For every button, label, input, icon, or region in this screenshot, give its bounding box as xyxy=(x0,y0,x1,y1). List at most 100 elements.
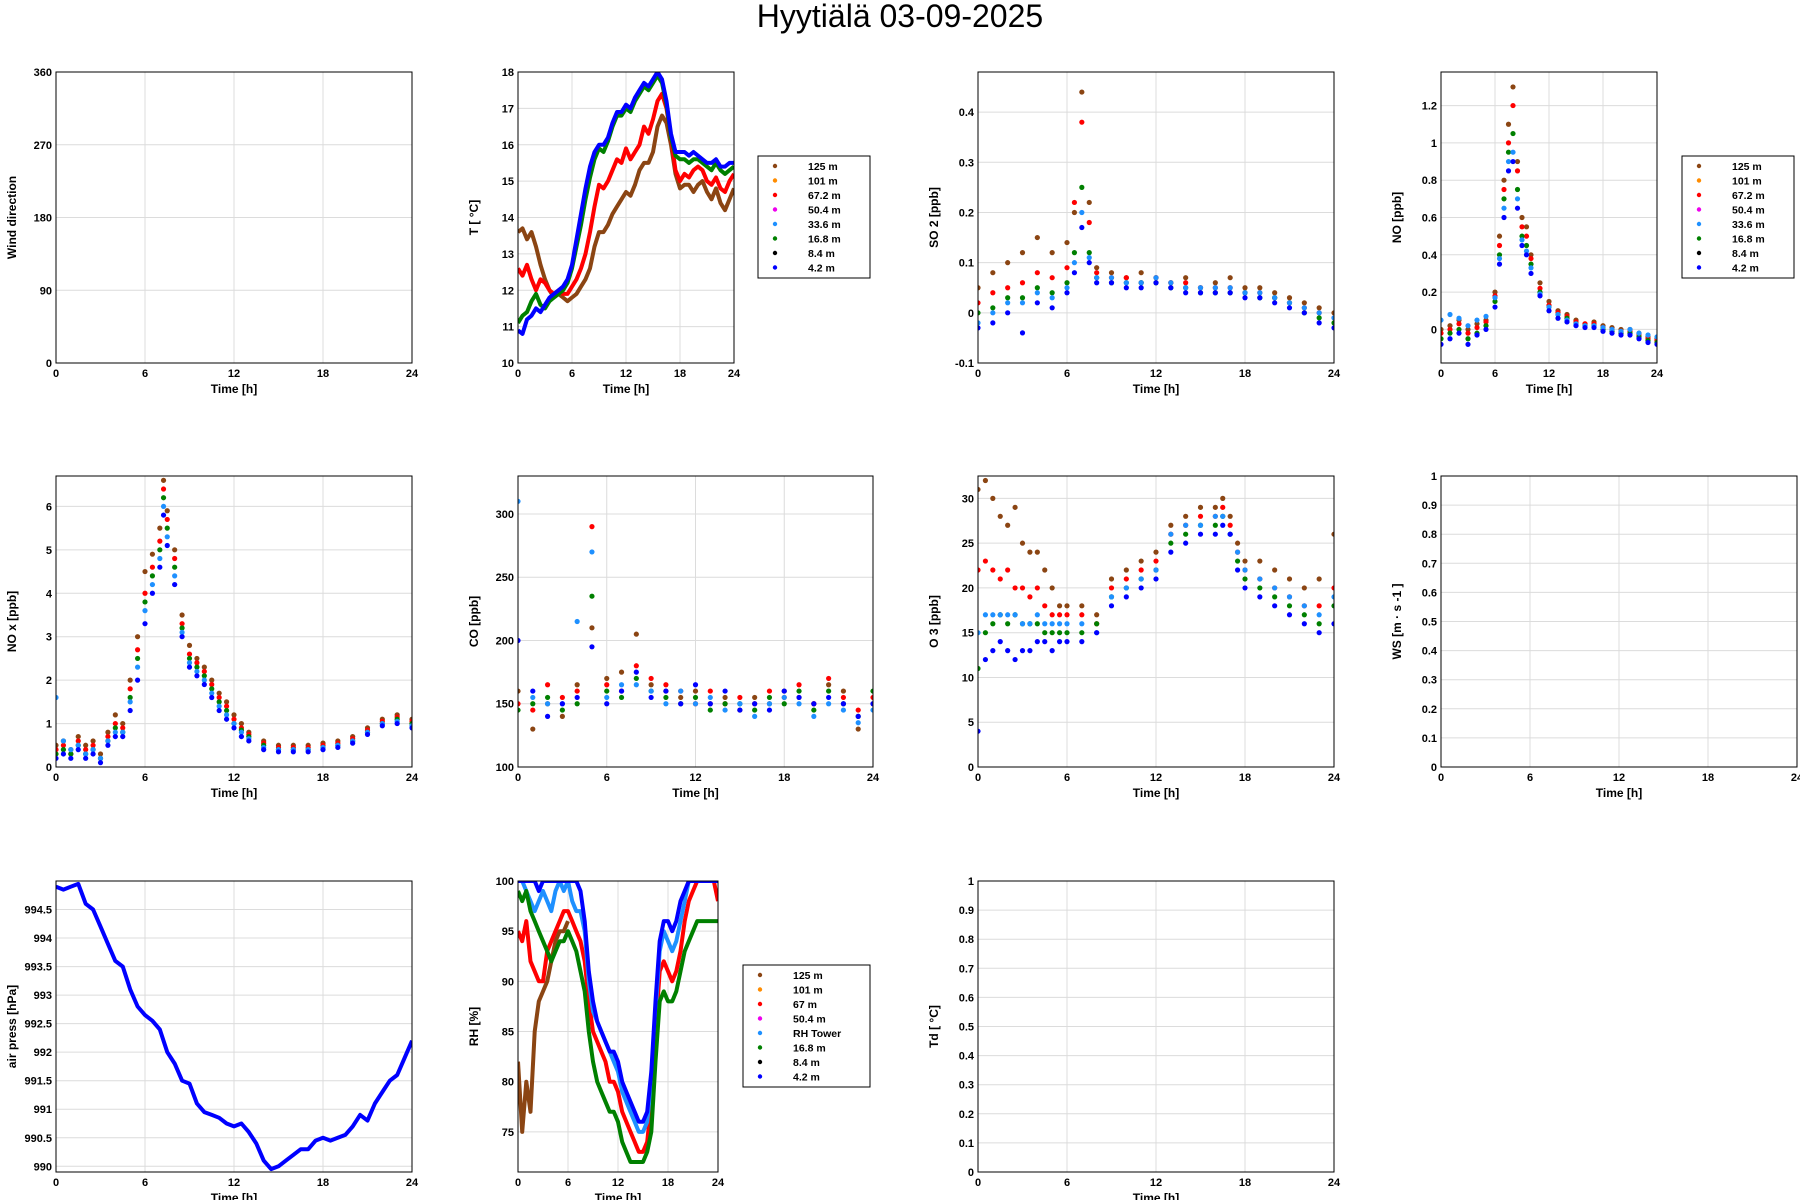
data-point xyxy=(75,733,81,740)
y-tick-label: 0.2 xyxy=(959,207,974,219)
data-point xyxy=(574,618,580,625)
x-tick-label: 6 xyxy=(565,1177,571,1189)
y-tick-label: 993 xyxy=(34,990,52,1002)
data-point xyxy=(1505,140,1512,146)
y-axis-label: Td [ °C] xyxy=(927,1005,941,1048)
data-point xyxy=(1094,265,1100,271)
data-point xyxy=(1212,513,1218,519)
series-16-8-m xyxy=(518,889,718,1164)
series-4-2-m xyxy=(56,512,412,766)
data-point xyxy=(1064,621,1070,627)
x-tick-label: 0 xyxy=(1438,772,1444,784)
data-point xyxy=(1523,248,1530,254)
data-point xyxy=(982,558,989,564)
data-point xyxy=(1316,576,1322,582)
data-point xyxy=(83,747,89,753)
data-point xyxy=(978,728,981,734)
x-tick-label: 18 xyxy=(317,772,329,784)
data-point xyxy=(172,573,178,579)
x-tick-label: 12 xyxy=(1543,368,1555,380)
data-point xyxy=(1197,290,1204,296)
data-point xyxy=(1094,280,1100,286)
data-point xyxy=(1212,522,1218,528)
plot-frame xyxy=(1440,71,1658,364)
data-point xyxy=(68,751,74,757)
data-point xyxy=(1227,285,1233,291)
data-point xyxy=(1123,585,1129,591)
data-point xyxy=(1316,320,1322,326)
x-tick-label: 0 xyxy=(975,368,981,380)
data-point xyxy=(990,648,996,654)
x-tick-label: 24 xyxy=(1328,368,1341,380)
data-point xyxy=(618,694,625,701)
data-layer xyxy=(56,881,412,1172)
data-point xyxy=(1019,648,1026,654)
data-point xyxy=(216,690,222,696)
x-tick-label: 6 xyxy=(1492,368,1498,380)
data-point xyxy=(1064,290,1070,296)
data-point xyxy=(559,694,565,701)
plot-frame xyxy=(977,71,1335,364)
legend-entry: 33.6 m xyxy=(808,219,841,231)
data-point xyxy=(1514,186,1521,193)
data-point xyxy=(1049,305,1055,311)
data-point xyxy=(1272,594,1278,600)
data-point xyxy=(1474,332,1480,338)
data-point xyxy=(722,688,728,694)
data-point xyxy=(90,738,96,744)
y-tick-label: 16 xyxy=(502,140,514,152)
chart-air-pressure: 0 6 12 18 24 990 990.5 991 991.5 992 992.5 993 993.5… xyxy=(5,880,419,1200)
data-point xyxy=(105,733,111,740)
data-point xyxy=(231,725,237,731)
data-point xyxy=(1528,270,1534,277)
legend-box xyxy=(757,155,871,279)
legend-marker xyxy=(772,163,778,169)
data-point xyxy=(1505,149,1512,155)
data-point xyxy=(142,608,148,614)
x-tick-label: 24 xyxy=(406,772,419,784)
x-tick-label: 18 xyxy=(778,772,790,784)
x-tick-label: 0 xyxy=(53,772,59,784)
data-point xyxy=(1447,330,1453,336)
x-tick-label: 18 xyxy=(1239,772,1251,784)
data-point xyxy=(194,660,200,666)
data-point xyxy=(1483,326,1489,333)
plot-frame xyxy=(1440,475,1798,768)
data-point xyxy=(1627,332,1633,338)
x-axis-label: Time [h] xyxy=(672,786,718,800)
data-point xyxy=(737,701,743,707)
data-point xyxy=(1286,603,1293,609)
data-point xyxy=(1086,250,1092,256)
data-point xyxy=(1227,522,1233,528)
data-point xyxy=(1227,275,1233,281)
data-point xyxy=(1064,265,1070,271)
x-tick-label: 6 xyxy=(604,772,610,784)
x-tick-label: 24 xyxy=(406,368,419,380)
data-point xyxy=(335,744,341,751)
data-point xyxy=(574,688,580,694)
y-tick-label: 95 xyxy=(502,926,514,938)
data-point xyxy=(1212,504,1218,510)
data-point xyxy=(1034,300,1040,306)
data-point xyxy=(1501,177,1507,183)
x-axis-label: Time [h] xyxy=(1133,1191,1179,1200)
data-point xyxy=(1153,275,1159,281)
data-point xyxy=(56,742,59,748)
data-point xyxy=(160,503,167,510)
data-point xyxy=(1049,290,1055,296)
data-point xyxy=(1331,325,1334,331)
y-tick-label: 0.2 xyxy=(1422,287,1437,299)
data-point xyxy=(982,477,989,484)
data-point xyxy=(826,701,832,707)
data-point xyxy=(781,694,787,701)
data-point xyxy=(978,630,981,636)
data-point xyxy=(1242,567,1248,573)
data-point xyxy=(604,701,610,707)
data-point xyxy=(1492,304,1498,310)
data-point xyxy=(1086,219,1092,226)
data-point xyxy=(1005,310,1011,316)
legend-marker xyxy=(757,987,763,992)
data-point xyxy=(1618,332,1624,338)
y-tick-label: 90 xyxy=(40,285,52,297)
data-point xyxy=(544,701,551,707)
